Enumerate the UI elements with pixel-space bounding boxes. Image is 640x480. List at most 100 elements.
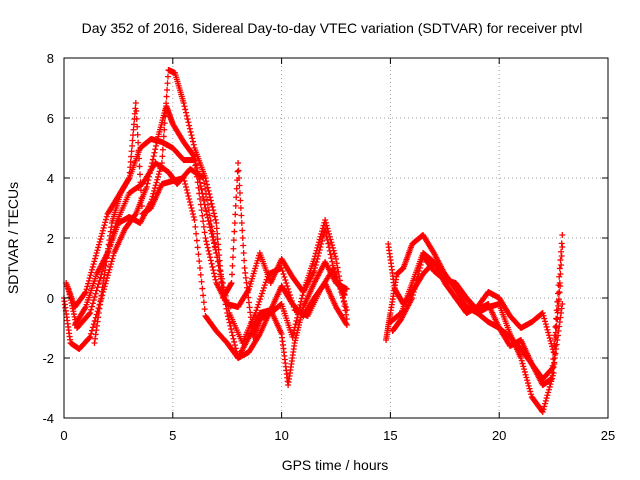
data-point — [293, 317, 300, 324]
data-point — [215, 241, 222, 248]
data-point — [81, 305, 88, 312]
data-point — [204, 201, 211, 208]
data-point — [90, 261, 97, 268]
data-point — [128, 148, 135, 155]
data-point — [322, 226, 329, 232]
data-point — [236, 182, 243, 189]
data-point — [199, 285, 206, 292]
data-point — [416, 268, 423, 274]
data-point — [202, 205, 209, 211]
data-point — [544, 392, 551, 399]
data-point — [545, 389, 552, 396]
data-point — [82, 289, 89, 295]
data-point — [290, 330, 297, 337]
data-point — [547, 337, 554, 344]
data-point — [554, 316, 561, 323]
data-point — [342, 304, 349, 310]
data-point — [155, 171, 162, 178]
data-point — [557, 257, 564, 264]
data-point — [108, 258, 115, 265]
data-point — [211, 273, 218, 280]
data-point — [208, 260, 215, 267]
data-point — [313, 259, 320, 265]
data-point — [163, 93, 170, 100]
data-point — [226, 319, 233, 326]
data-point — [133, 115, 140, 122]
data-point — [85, 280, 92, 287]
data-point — [556, 273, 563, 280]
data-point — [517, 355, 524, 361]
data-point — [96, 277, 103, 284]
data-point — [330, 266, 337, 273]
data-point — [86, 311, 93, 318]
data-point — [518, 357, 525, 364]
data-point — [284, 283, 291, 289]
data-point — [201, 306, 208, 313]
data-point — [203, 211, 210, 218]
data-point — [545, 386, 552, 393]
data-point — [342, 301, 349, 307]
data-point — [332, 273, 339, 280]
data-point — [184, 190, 191, 196]
data-point — [316, 247, 323, 253]
data-point — [81, 290, 88, 297]
data-point — [152, 182, 159, 189]
data-point — [183, 187, 190, 193]
data-point — [209, 203, 216, 210]
data-point — [289, 334, 296, 340]
data-point — [218, 284, 225, 291]
series-track-7 — [385, 241, 566, 415]
data-point — [328, 255, 335, 262]
data-point — [206, 212, 213, 219]
data-point — [137, 179, 144, 186]
data-point — [253, 307, 260, 314]
data-point — [216, 257, 223, 264]
data-point — [552, 323, 559, 330]
data-point — [256, 298, 263, 305]
data-point — [549, 372, 556, 379]
data-point — [240, 242, 247, 249]
data-point — [229, 262, 236, 269]
data-point — [539, 310, 546, 316]
series-track-2 — [63, 136, 350, 322]
data-point — [105, 269, 112, 276]
data-point — [205, 187, 212, 194]
data-point — [218, 278, 225, 285]
data-point — [343, 322, 350, 328]
data-point — [185, 193, 192, 199]
data-point — [194, 244, 201, 251]
data-point — [184, 116, 191, 123]
data-point — [182, 106, 189, 113]
data-point — [209, 228, 216, 235]
data-point — [329, 242, 336, 249]
data-point — [129, 137, 136, 144]
data-point — [135, 139, 142, 146]
data-point — [543, 395, 550, 402]
data-point — [331, 269, 338, 276]
data-point — [160, 133, 167, 140]
data-point — [131, 110, 138, 117]
data-point — [199, 212, 206, 219]
data-point — [329, 262, 336, 269]
data-point — [151, 185, 158, 192]
data-point — [229, 254, 236, 261]
data-point — [549, 369, 556, 376]
y-tick-label: 4 — [47, 171, 54, 186]
data-point — [228, 329, 235, 336]
data-point — [182, 181, 189, 187]
data-point — [130, 126, 137, 133]
data-point — [155, 173, 162, 180]
data-point — [343, 286, 350, 292]
data-point — [238, 220, 245, 226]
data-point — [324, 236, 331, 243]
data-point — [186, 125, 193, 132]
data-point — [149, 156, 156, 163]
data-point — [110, 252, 117, 259]
y-tick-label: -2 — [42, 351, 54, 366]
data-point — [229, 271, 236, 278]
data-point — [415, 271, 422, 277]
data-point — [164, 73, 171, 80]
data-point — [88, 269, 95, 276]
data-point — [207, 197, 214, 204]
data-point — [527, 388, 534, 395]
